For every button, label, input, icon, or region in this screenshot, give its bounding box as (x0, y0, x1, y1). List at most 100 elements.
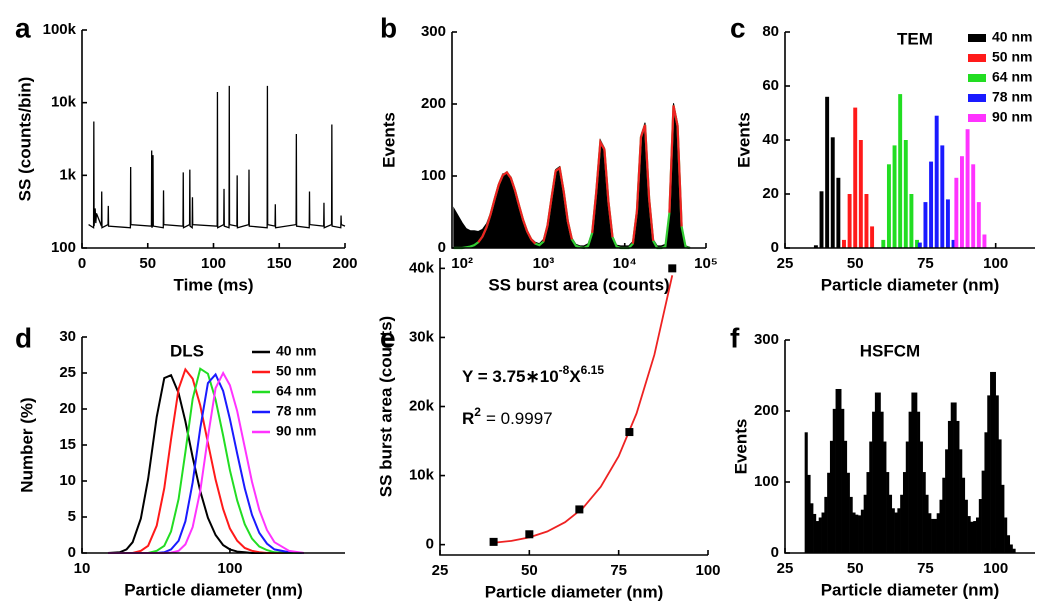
histogram-bar (815, 521, 820, 553)
fit-line (477, 105, 683, 245)
x-tick-label: 100 (983, 255, 1008, 272)
histogram-bar (897, 508, 901, 553)
histogram-bar (883, 441, 887, 553)
histogram-bar (858, 515, 862, 553)
x-tick-label: 75 (917, 255, 934, 272)
histogram-bar (888, 494, 893, 553)
y-tick-label: 0 (771, 239, 779, 256)
histogram-bar (827, 472, 831, 553)
point (489, 537, 498, 546)
equation: Y = 3.75∗10-8X6.15 (462, 363, 604, 386)
histogram-bar (928, 513, 932, 553)
bar (842, 239, 846, 248)
histogram-bar (970, 521, 974, 553)
y-tick-label: 200 (421, 95, 446, 112)
histogram-bar (900, 494, 904, 553)
histogram-bar (891, 508, 895, 553)
histogram-bar (984, 432, 988, 553)
histogram-bar (1009, 544, 1013, 553)
bar (960, 156, 964, 248)
y-tick-label: 100k (43, 21, 77, 38)
legend-label: 78 nm (992, 89, 1032, 105)
histogram-bar (863, 494, 867, 553)
axis-lines (439, 258, 708, 556)
point (625, 428, 634, 437)
x-tick-label: 100 (201, 255, 226, 272)
histogram-bar (1004, 517, 1008, 553)
y-tick-label: 0 (426, 536, 434, 553)
y-tick-label: 100 (421, 167, 446, 184)
bar (976, 202, 981, 248)
axis-lines (81, 337, 345, 554)
y-tick-label: 25 (59, 364, 76, 381)
y-tick-label: 10k (409, 467, 435, 484)
r-value: = 0.9997 (486, 409, 553, 428)
panel: e Particle diameter (nm) SS burst area (co… (376, 258, 721, 601)
x-tick-label: 50 (521, 562, 538, 579)
r-squared: R2 = 0.9997 (462, 405, 553, 428)
panel-label: d (15, 322, 32, 353)
legend-label: 90 nm (992, 109, 1032, 125)
histogram-bar (992, 371, 996, 553)
panel: b SS burst area (counts) Events 10² 10³ 10⁴ 10… (379, 12, 717, 294)
histogram-bar (860, 509, 864, 553)
panel: c Particle diameter (nm) Events TEM 25 50 75 10… (730, 12, 1035, 294)
panel: d Particle diameter (nm) Number (%) DLS 10 10… (15, 322, 345, 599)
line (107, 373, 304, 554)
histogram-bar (919, 441, 923, 553)
histogram-bar (945, 449, 949, 553)
panel-label: b (380, 12, 397, 43)
point (525, 530, 534, 539)
bar (923, 202, 928, 248)
histogram-bar (956, 420, 960, 553)
histogram-bar (967, 516, 971, 553)
histogram-bar (976, 517, 980, 553)
y-tick-label: 20 (59, 400, 76, 417)
histogram-bar (810, 503, 814, 553)
bar (847, 194, 852, 248)
histogram-bar (852, 512, 856, 553)
histogram-bar (855, 514, 859, 553)
bar (864, 194, 869, 248)
histogram-bar (804, 432, 808, 553)
x-tick-label: 100 (983, 560, 1008, 577)
equation-power: 6.15 (581, 363, 605, 377)
y-tick-label: 30k (409, 328, 435, 345)
x-axis-title: Particle diameter (nm) (485, 582, 664, 601)
histogram-bar (939, 499, 943, 553)
bar (915, 239, 919, 248)
legend-label: 64 nm (276, 383, 316, 399)
y-tick-label: 10 (59, 472, 76, 489)
histogram-bar (886, 472, 890, 553)
x-tick-label: 75 (610, 562, 627, 579)
bar (898, 94, 903, 248)
histogram-bar (841, 408, 845, 553)
y-tick-label: 1k (59, 166, 76, 183)
panel: f Particle diameter (nm) Events HSFCM 25 50 75… (730, 322, 1035, 599)
histogram-bar (902, 472, 907, 553)
histogram-bar (914, 392, 918, 553)
bar (909, 194, 914, 248)
bar (881, 239, 886, 248)
x-tick-label: 150 (267, 255, 292, 272)
y-tick-label: 0 (771, 544, 779, 561)
histogram-bar (933, 518, 937, 553)
y-tick-label: 40k (409, 259, 435, 276)
legend-label: 50 nm (992, 49, 1032, 65)
y-tick-label: 100 (51, 239, 76, 256)
histogram-bar (998, 439, 1002, 553)
chart-title: HSFCM (860, 341, 920, 360)
histogram-bar (1012, 548, 1016, 553)
y-axis-title: SS burst area (counts) (376, 316, 395, 497)
chart-title: TEM (897, 29, 933, 48)
histogram-bar (950, 402, 954, 553)
histogram-bar (981, 470, 985, 553)
x-axis-title: Time (ms) (174, 275, 254, 294)
histogram-bar (947, 420, 952, 553)
histogram-bar (931, 518, 935, 553)
histogram-bar (829, 440, 834, 553)
x-tick-label: 25 (432, 562, 449, 579)
y-tick-label: 0 (68, 544, 76, 561)
histogram-bar (990, 371, 994, 553)
